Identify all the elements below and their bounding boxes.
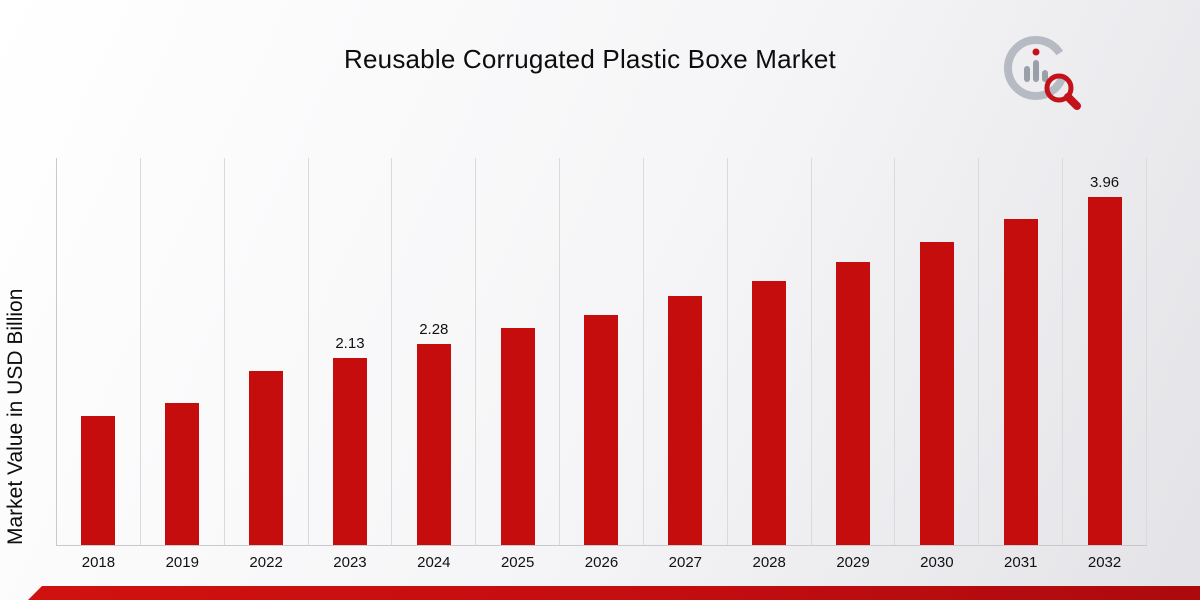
bar-value-label-2023: 2.13 xyxy=(335,335,365,352)
chart-title: Reusable Corrugated Plastic Boxe Market xyxy=(344,44,836,74)
x-tick-label-2029: 2029 xyxy=(836,554,870,571)
x-tick-label-2018: 2018 xyxy=(81,554,116,571)
bar-value-label-2032: 3.96 xyxy=(1089,174,1120,191)
x-tick-label-2023: 2023 xyxy=(333,554,367,571)
logo-bar-left xyxy=(1024,66,1030,82)
category-column-2023: 2.13 2023 xyxy=(309,158,393,571)
logo-magnifier-lens xyxy=(1044,73,1074,103)
bar-2031 xyxy=(1003,219,1038,545)
category-column-2018: 2018 xyxy=(57,158,141,571)
bar-value-label-2024: 2.28 xyxy=(419,321,449,338)
category-column-2027: 2027 xyxy=(644,158,728,571)
bar-2026 xyxy=(584,315,619,545)
x-tick-label-2030: 2030 xyxy=(920,554,954,571)
x-tick-label-2022: 2022 xyxy=(249,554,283,571)
bar-2025 xyxy=(500,328,535,545)
logo-bar-middle xyxy=(1033,60,1039,82)
y-axis-label: Market Value in USD Billion xyxy=(4,288,27,545)
logo-ring xyxy=(1004,36,1068,100)
category-column-2032: 3.96 2032 xyxy=(1063,158,1147,571)
bar-2024 xyxy=(416,344,451,545)
bar-2018 xyxy=(81,416,116,545)
x-tick-label-2025: 2025 xyxy=(500,554,535,571)
bar-2022 xyxy=(249,371,284,545)
category-column-2030: 2030 xyxy=(895,158,980,571)
bar-2027 xyxy=(668,296,703,545)
x-tick-label-2019: 2019 xyxy=(165,554,199,571)
category-column-2028: 2028 xyxy=(728,158,812,571)
plot-area: 2018 2019 2022 2.13 2023 2.28 2024 2025 2026 2027… xyxy=(56,158,1147,571)
brand-logo-icon xyxy=(1004,36,1081,110)
x-tick-label-2031: 2031 xyxy=(1004,554,1038,571)
category-column-2025: 2025 xyxy=(476,158,561,571)
category-column-2022: 2022 xyxy=(225,158,309,571)
x-tick-label-2027: 2027 xyxy=(668,554,703,571)
category-column-2024: 2.28 2024 xyxy=(392,158,477,571)
bar-2028 xyxy=(752,281,787,545)
bottom-accent-strip xyxy=(28,586,1200,600)
logo-magnifier-handle xyxy=(1064,93,1081,110)
logo-dot xyxy=(1032,48,1040,56)
logo-bar-right xyxy=(1042,70,1048,82)
bar-2023 xyxy=(332,358,367,545)
category-column-2029: 2029 xyxy=(812,158,896,571)
x-tick-label-2028: 2028 xyxy=(752,554,786,571)
x-tick-label-2032: 2032 xyxy=(1087,554,1122,571)
category-column-2026: 2026 xyxy=(560,158,644,571)
bar-2019 xyxy=(165,403,200,545)
bar-2032 xyxy=(1087,197,1122,545)
bar-2029 xyxy=(836,262,871,545)
category-column-2019: 2019 xyxy=(141,158,225,571)
x-tick-label-2026: 2026 xyxy=(584,554,619,571)
category-column-2031: 2031 xyxy=(979,158,1064,571)
x-tick-label-2024: 2024 xyxy=(417,554,451,571)
bar-2030 xyxy=(919,242,954,545)
